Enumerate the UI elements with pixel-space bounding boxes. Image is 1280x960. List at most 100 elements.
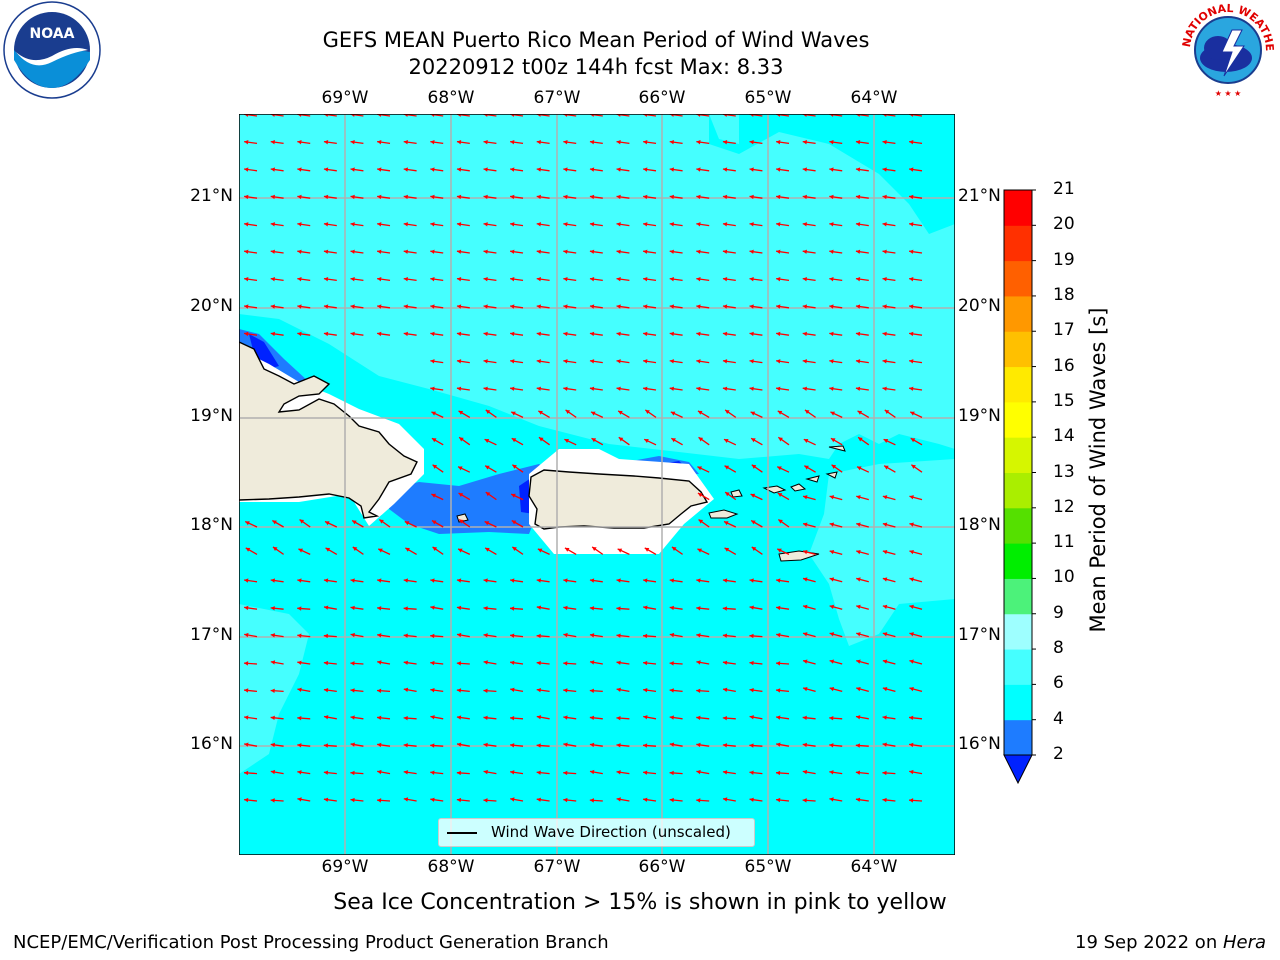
wind-wave-arrow bbox=[377, 276, 391, 282]
wind-wave-arrow bbox=[671, 546, 683, 555]
wind-wave-arrow bbox=[722, 770, 736, 775]
footer-date-text: 19 Sep 2022 on bbox=[1075, 932, 1223, 953]
wind-wave-arrow bbox=[909, 249, 923, 254]
wind-wave-arrow bbox=[776, 632, 790, 638]
wind-wave-arrow bbox=[297, 167, 311, 172]
wind-wave-arrow bbox=[484, 465, 497, 473]
wind-wave-arrow bbox=[669, 139, 683, 145]
wind-wave-arrow bbox=[616, 276, 630, 282]
wind-wave-arrow bbox=[722, 687, 736, 693]
wind-wave-arrow bbox=[430, 222, 444, 227]
wind-wave-arrow bbox=[270, 249, 284, 254]
wind-wave-arrow bbox=[590, 411, 604, 418]
wind-wave-arrow bbox=[323, 797, 337, 802]
wind-wave-arrow bbox=[432, 464, 444, 473]
wind-wave-arrow bbox=[351, 519, 364, 528]
wind-wave-arrow bbox=[403, 249, 417, 254]
wind-wave-arrow bbox=[350, 331, 364, 337]
wind-wave-arrow bbox=[882, 686, 896, 693]
wind-wave-arrow bbox=[350, 632, 364, 638]
wind-wave-arrow bbox=[722, 194, 736, 200]
wind-wave-arrow bbox=[829, 359, 843, 364]
wind-wave-arrow bbox=[803, 438, 816, 446]
wind-wave-arrow bbox=[909, 139, 923, 145]
contour-region-2-4-passage bbox=[389, 464, 559, 534]
wind-wave-arrow bbox=[270, 769, 284, 775]
wind-wave-arrow bbox=[323, 304, 337, 309]
wind-wave-arrow bbox=[270, 688, 284, 693]
wind-wave-arrow bbox=[350, 167, 364, 172]
wind-wave-arrow bbox=[563, 742, 577, 747]
wind-wave-arrow bbox=[643, 438, 657, 446]
wind-wave-arrow bbox=[430, 194, 444, 200]
wind-wave-arrow bbox=[483, 359, 497, 364]
wind-wave-arrow bbox=[350, 770, 364, 776]
wind-wave-arrow bbox=[829, 549, 843, 556]
wind-wave-arrow bbox=[510, 411, 524, 418]
noaa-logo-text: NOAA bbox=[30, 26, 75, 42]
colorbar-tick-label: 15 bbox=[1053, 390, 1075, 411]
wind-wave-arrow bbox=[510, 359, 524, 364]
wind-wave-arrow bbox=[616, 331, 630, 337]
wind-wave-arrow bbox=[270, 660, 284, 665]
wind-wave-arrow bbox=[696, 139, 710, 145]
wind-wave-arrow bbox=[483, 715, 497, 721]
wind-wave-arrow bbox=[510, 194, 524, 200]
wind-wave-arrow bbox=[696, 167, 710, 172]
wind-wave-arrow bbox=[536, 194, 550, 200]
wind-wave-arrow bbox=[643, 578, 657, 583]
wind-wave-arrow bbox=[776, 194, 790, 200]
wind-wave-arrow bbox=[856, 495, 869, 501]
wind-wave-arrow bbox=[669, 661, 683, 666]
wind-wave-arrow bbox=[802, 276, 816, 282]
wind-wave-arrow bbox=[696, 359, 710, 364]
colorbar-segment bbox=[1004, 331, 1032, 368]
wind-wave-arrow bbox=[536, 578, 550, 583]
wind-wave-arrow bbox=[856, 577, 869, 583]
wind-wave-arrow bbox=[616, 359, 630, 364]
wind-wave-arrow bbox=[882, 222, 896, 227]
wind-wave-arrow bbox=[909, 522, 923, 528]
wind-wave-arrow bbox=[722, 249, 736, 254]
wind-wave-arrow bbox=[722, 167, 736, 172]
wind-wave-arrow bbox=[776, 578, 790, 583]
wind-wave-arrow bbox=[510, 331, 524, 337]
wind-wave-arrow bbox=[776, 797, 790, 803]
wind-wave-arrow bbox=[456, 139, 470, 145]
wind-wave-arrow bbox=[244, 578, 258, 583]
wind-wave-arrow bbox=[829, 577, 843, 583]
wind-wave-arrow bbox=[243, 661, 258, 666]
wind-wave-arrow bbox=[616, 194, 630, 200]
wind-wave-arrow bbox=[908, 798, 923, 803]
wind-wave-arrow bbox=[350, 276, 364, 282]
wind-wave-arrow bbox=[483, 139, 497, 145]
wind-wave-arrow bbox=[644, 547, 657, 555]
wind-wave-arrow bbox=[589, 304, 603, 309]
wind-wave-arrow bbox=[244, 632, 258, 638]
wind-wave-arrow bbox=[909, 331, 923, 337]
wind-wave-arrow bbox=[377, 742, 391, 748]
wind-wave-arrow bbox=[589, 606, 603, 611]
wind-wave-arrow bbox=[589, 386, 603, 391]
wind-wave-arrow bbox=[589, 578, 603, 583]
wind-wave-arrow bbox=[510, 249, 524, 254]
wind-wave-arrow bbox=[882, 742, 896, 747]
wind-wave-arrow bbox=[563, 222, 577, 227]
wind-wave-arrow bbox=[510, 578, 524, 583]
wind-wave-arrow bbox=[749, 331, 763, 337]
wind-wave-arrow bbox=[589, 715, 603, 721]
wind-wave-arrow bbox=[749, 743, 763, 748]
wind-wave-arrow bbox=[856, 659, 869, 665]
wind-wave-arrow bbox=[563, 688, 577, 693]
wind-wave-arrow bbox=[909, 686, 923, 693]
wind-wave-arrow bbox=[802, 359, 816, 364]
wind-wave-arrow bbox=[882, 304, 896, 309]
wind-wave-arrow bbox=[430, 578, 444, 583]
wind-wave-arrow bbox=[829, 522, 843, 528]
wind-wave-arrow bbox=[749, 276, 763, 282]
wind-wave-arrow bbox=[403, 304, 417, 309]
wind-wave-arrow bbox=[456, 331, 470, 337]
wind-wave-arrow bbox=[563, 386, 577, 391]
wind-wave-arrow bbox=[325, 547, 338, 555]
wind-wave-arrow bbox=[589, 194, 603, 200]
